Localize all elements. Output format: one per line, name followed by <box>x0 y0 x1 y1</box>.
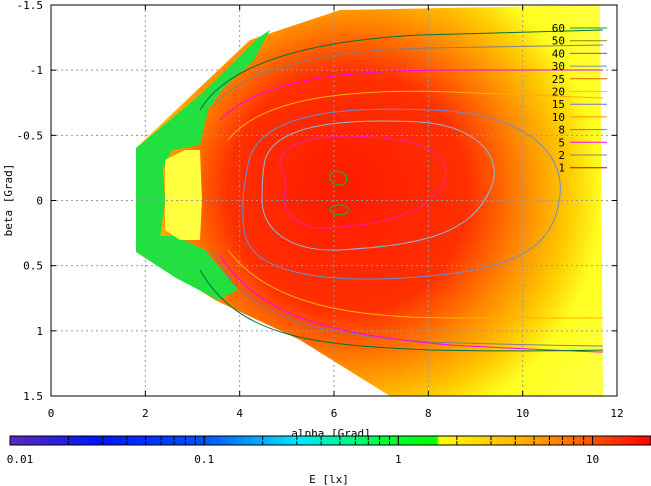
contour-line-blue-mid <box>242 108 561 280</box>
legend-label: 1 <box>558 162 565 175</box>
contour-line-magenta-outer <box>219 69 603 121</box>
colorbar-label: E [lx] <box>309 473 349 486</box>
y-tick-label: 0 <box>36 195 43 208</box>
colorbar: 0.01 0.1 1 10 E [lx] <box>7 435 651 486</box>
colorbar-gradient <box>9 435 651 446</box>
x-tick-label: 0 <box>48 407 55 420</box>
contour-line-magenta-outer-bottom <box>219 254 604 353</box>
x-tick-label: 6 <box>331 407 338 420</box>
contour-line-green-peak-bottom <box>329 204 349 216</box>
x-tick-label: 8 <box>425 407 432 420</box>
green-edge-top <box>136 30 270 220</box>
x-tick-label: 2 <box>142 407 149 420</box>
green-band-left <box>136 135 165 250</box>
contour-line-green-peak-top <box>329 170 348 186</box>
y-tick-label: -0.5 <box>17 129 44 142</box>
contour-line-teal-inner <box>261 120 495 251</box>
legend-label: 20 <box>552 86 565 99</box>
colorbar-tick-label: 0.01 <box>7 453 34 466</box>
colorbar-tick-label: 1 <box>395 453 402 466</box>
legend-label: 15 <box>552 98 565 111</box>
y-tick-label: 1.5 <box>23 390 43 403</box>
legend-label: 8 <box>558 124 565 137</box>
y-tick-label: 1 <box>36 325 43 338</box>
x-tick-label: 4 <box>236 407 243 420</box>
y-axis-label: beta [Grad] <box>2 164 15 237</box>
yellow-left-pocket <box>165 150 202 240</box>
y-tick-label: -1.5 <box>17 0 44 12</box>
y-tick-label: 0.5 <box>23 260 43 273</box>
contour-line-outer-2 <box>211 249 604 347</box>
y-tick-label: -1 <box>30 64 43 77</box>
legend-label: 30 <box>552 60 565 73</box>
contour-line-green-right-bottom <box>199 269 604 352</box>
legend-label: 5 <box>558 136 565 149</box>
legend-label: 2 <box>558 149 565 162</box>
contour-line-magenta-inner <box>279 135 447 229</box>
legend-label: 10 <box>552 111 565 124</box>
colorbar-tick-label: 0.1 <box>194 453 214 466</box>
x-axis: 0 2 4 6 8 10 12 <box>48 5 624 420</box>
contour-line-orange-1 <box>227 90 604 141</box>
colorbar-tick-label: 10 <box>586 453 599 466</box>
heat-field <box>136 5 603 396</box>
y-axis: -1.5 -1 -0.5 0 0.5 1 1.5 <box>17 0 617 403</box>
contour-lines <box>199 29 604 353</box>
x-tick-label: 12 <box>610 407 623 420</box>
legend-label: 50 <box>552 35 565 48</box>
x-tick-label: 10 <box>516 407 529 420</box>
legend-label: 40 <box>552 47 565 60</box>
contour-line-outer-1 <box>211 44 604 109</box>
contour-line-orange-1-bottom <box>227 249 603 319</box>
illumination-area <box>136 5 603 396</box>
green-edge-bottom <box>136 228 238 300</box>
legend-label: 60 <box>552 22 565 35</box>
colorbar-ticks: 0.01 0.1 1 10 <box>7 436 651 466</box>
legend-label: 25 <box>552 73 565 86</box>
contour-line-green-right <box>199 29 604 111</box>
